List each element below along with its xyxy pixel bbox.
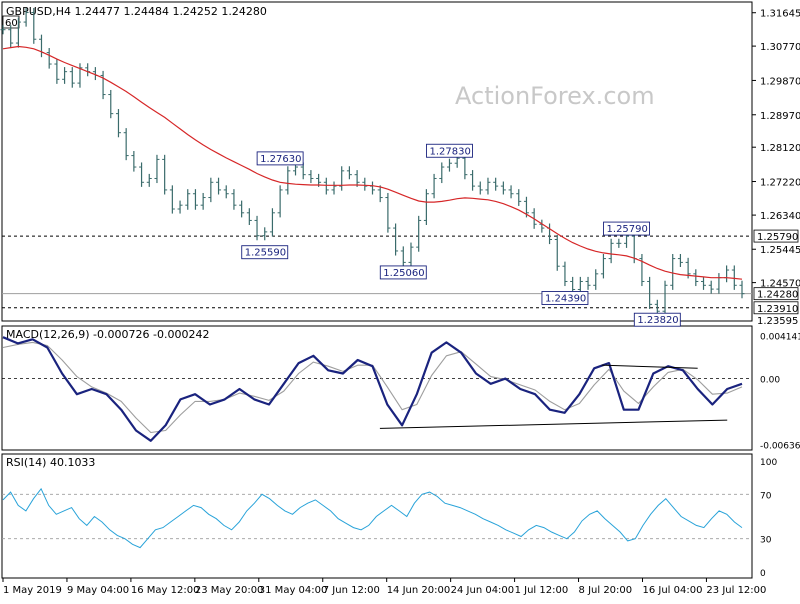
x-axis-label: 23 Jul 12:00: [706, 585, 766, 596]
price-axis-label: 1.26340: [760, 211, 800, 222]
rsi-axis-label: 100: [760, 458, 777, 468]
price-axis-label: 1.31645: [760, 9, 800, 20]
x-axis-label: 16 Jul 04:00: [642, 585, 702, 596]
rsi-line: [3, 489, 742, 548]
x-axis-label: 14 Jun 20:00: [387, 585, 451, 596]
watermark: ActionForex.com: [455, 82, 655, 110]
price-axis-label: 1.29870: [760, 76, 800, 87]
price-level-label: 1.23910: [757, 304, 798, 315]
x-axis-label: 8 Jul 20:00: [579, 585, 633, 596]
price-axis-label: 1.28120: [760, 143, 800, 154]
x-axis-label: 7 Jun 12:00: [323, 585, 380, 596]
x-axis-label: 31 May 04:00: [259, 585, 328, 596]
price-level-label: 1.24280: [757, 290, 798, 301]
macd-trendline: [380, 420, 727, 428]
price-annotation-label: 1.24390: [545, 293, 586, 304]
price-annotation-label: 1.25060: [383, 268, 424, 279]
price-annotation-label: 1.25590: [245, 248, 286, 259]
price-annotation-label: 1.27830: [429, 146, 470, 157]
price-annotation-label: 1.25790: [607, 224, 648, 235]
ma-period-label: 60: [5, 18, 18, 29]
macd-panel-frame: [2, 326, 752, 450]
x-axis-label: 1 Jul 12:00: [515, 585, 569, 596]
x-axis-label: 24 Jun 04:00: [451, 585, 515, 596]
price-panel-title: GBPUSD,H4 1.24477 1.24484 1.24252 1.2428…: [6, 5, 267, 18]
rsi-chart: 100 70 30 0: [2, 458, 777, 579]
price-axis-label: 1.30770: [760, 42, 800, 53]
price-chart: 1.31645 1.30770 1.29870 1.28970 1.28120 1.272…: [1, 8, 800, 327]
macd-axis-label: 0.004141: [760, 333, 800, 343]
rsi-axis-label: 30: [760, 536, 772, 546]
macd-line: [3, 337, 742, 441]
price-axis-label: 1.27220: [760, 178, 800, 189]
macd-chart: 0.004141 0.00 -0.006365: [2, 333, 800, 452]
price-axis-label: 1.28970: [760, 111, 800, 122]
price-annotation-label: 1.27630: [260, 154, 301, 165]
macd-signal-line: [3, 342, 742, 432]
macd-axis-label: -0.006365: [760, 442, 800, 452]
macd-axis-label: 0.00: [760, 376, 780, 386]
rsi-axis-label: 0: [760, 569, 766, 579]
x-axis-label: 1 May 2019: [3, 585, 62, 596]
x-axis-label: 23 May 20:00: [195, 585, 264, 596]
macd-panel-title: MACD(12,26,9) -0.000726 -0.000242: [6, 328, 209, 341]
price-axis-label: 1.25445: [760, 245, 800, 256]
price-panel-frame: [2, 2, 752, 321]
macd-trendline: [602, 365, 698, 368]
rsi-panel-title: RSI(14) 40.1033: [6, 456, 95, 469]
price-level-label: 1.23595: [757, 316, 798, 327]
x-axis-label: 9 May 04:00: [67, 585, 129, 596]
price-annotation-label: 1.23820: [637, 315, 678, 326]
rsi-axis-label: 70: [760, 491, 772, 501]
price-level-label: 1.25790: [757, 232, 798, 243]
x-axis-label: 16 May 12:00: [131, 585, 200, 596]
